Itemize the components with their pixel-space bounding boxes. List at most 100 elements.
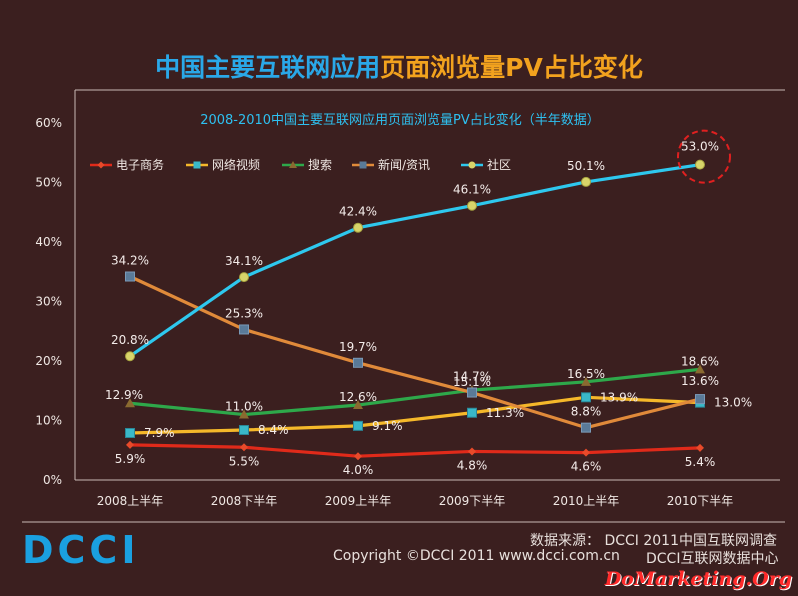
legend-label: 搜索 (308, 157, 332, 172)
page-title: 中国主要互联网应用页面浏览量PV占比变化 (0, 48, 798, 84)
data-label: 5.4% (685, 455, 716, 469)
x-tick-label: 2010上半年 (553, 494, 620, 508)
data-point (126, 440, 134, 449)
legend-marker (193, 161, 201, 169)
data-point (581, 376, 591, 386)
data-point (353, 420, 363, 431)
data-label: 4.6% (571, 460, 602, 474)
data-label: 19.7% (339, 340, 377, 354)
y-tick-label: 10% (35, 414, 62, 428)
logo-text: DCCI (22, 528, 140, 572)
title-part-1: 中国主要互联网应用 (155, 53, 381, 82)
y-tick-label: 50% (35, 176, 62, 190)
data-label: 11.3% (486, 406, 524, 420)
data-label: 53.0% (681, 140, 719, 154)
series-line-2 (129, 367, 701, 417)
data-point (353, 222, 363, 233)
data-label: 13.0% (714, 396, 752, 410)
data-label: 12.9% (105, 388, 143, 402)
data-point (125, 351, 135, 362)
data-point (468, 447, 476, 456)
data-label: 34.1% (225, 254, 263, 268)
data-point (240, 443, 248, 452)
data-label: 11.0% (225, 400, 263, 414)
data-point (239, 425, 249, 436)
highlight-circle (677, 129, 731, 184)
legend-marker (289, 161, 297, 168)
watermark: DoMarketing.Org (604, 568, 792, 590)
x-tick-label: 2008上半年 (97, 494, 164, 508)
data-point (695, 159, 705, 170)
legend-marker (359, 161, 367, 169)
chart-title: 2008-2010中国主要互联网应用页面浏览量PV占比变化（半年数据） (200, 112, 600, 128)
data-label: 7.9% (144, 426, 175, 440)
data-label: 16.5% (567, 367, 605, 381)
series-line-0 (129, 443, 701, 458)
dcci-logo: DCCI (22, 528, 139, 572)
data-label: 4.8% (457, 458, 488, 472)
data-label: 8.4% (258, 423, 289, 437)
data-point (353, 400, 363, 410)
data-point (354, 452, 362, 461)
legend-item: 社区 (461, 157, 511, 172)
y-tick-label: 0% (43, 473, 62, 487)
series-line-1 (129, 395, 701, 435)
legend-item: 电子商务 (90, 157, 164, 172)
legend-item: 新闻/资讯 (352, 157, 430, 172)
legend-item: 网络视频 (186, 157, 260, 172)
series-line-4 (129, 163, 701, 358)
data-point (239, 324, 249, 335)
data-label: 18.6% (681, 354, 719, 368)
data-label: 15.1% (453, 375, 491, 389)
legend-label: 新闻/资讯 (378, 157, 430, 172)
x-tick-label: 2009上半年 (325, 494, 392, 508)
data-point (239, 409, 249, 419)
y-tick-label: 40% (35, 235, 62, 249)
data-point (467, 387, 477, 398)
legend-label: 网络视频 (212, 157, 260, 172)
data-label: 13.9% (600, 390, 638, 404)
data-label: 4.0% (343, 463, 374, 477)
data-point (581, 422, 591, 433)
data-label: 14.7% (453, 370, 491, 384)
copyright: Copyright ©DCCI 2011 www.dcci.com.cn (333, 548, 620, 564)
data-point (125, 398, 135, 408)
data-label: 12.6% (339, 390, 377, 404)
legend-label: 电子商务 (116, 157, 164, 172)
data-label: 5.9% (115, 452, 146, 466)
legend-marker (468, 161, 476, 169)
data-point (695, 364, 705, 374)
data-point (581, 392, 591, 403)
data-label: 25.3% (225, 306, 263, 320)
data-point (695, 394, 705, 405)
data-label: 9.1% (372, 419, 403, 433)
data-point (582, 448, 590, 457)
title-part-2: 页面浏览量PV占比变化 (380, 53, 643, 82)
x-tick-label: 2009下半年 (439, 494, 506, 508)
data-point (125, 271, 135, 282)
x-tick-label: 2008下半年 (211, 494, 278, 508)
data-source: 数据来源： DCCI 2011中国互联网调查 (530, 533, 777, 549)
legend-label: 社区 (487, 157, 511, 172)
y-tick-label: 20% (35, 354, 62, 368)
data-point (353, 357, 363, 368)
data-label: 5.5% (229, 454, 260, 468)
data-label: 34.2% (111, 254, 149, 268)
data-point (467, 200, 477, 211)
data-label: 42.4% (339, 205, 377, 219)
series-line-3 (129, 275, 701, 430)
data-point (696, 443, 704, 452)
dcci-center: DCCI互联网数据中心 (646, 551, 779, 567)
legend-marker (97, 161, 105, 169)
y-tick-label: 30% (35, 295, 62, 309)
data-label: 46.1% (453, 183, 491, 197)
data-label: 50.1% (567, 159, 605, 173)
y-tick-label: 60% (35, 116, 62, 130)
data-label: 8.8% (571, 405, 602, 419)
data-point (581, 176, 591, 187)
data-point (239, 272, 249, 283)
data-point (467, 407, 477, 418)
data-point (125, 427, 135, 438)
